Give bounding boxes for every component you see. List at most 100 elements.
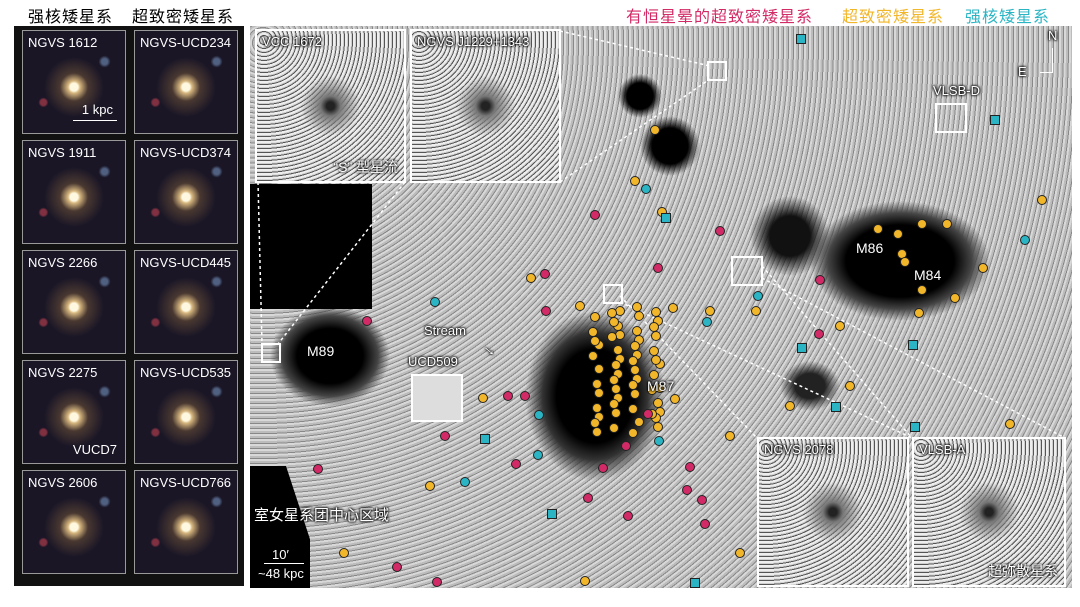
ucd-marker — [607, 332, 617, 342]
thumbnail-panel: NGVS 1612 1 kpc NGVS-UCD234 NGVS 1911 NGVS-U… — [14, 26, 244, 586]
ucd-marker — [628, 404, 638, 414]
ucd-marker — [1037, 195, 1047, 205]
inset-ngvs2078: NGVS 2078 — [757, 437, 909, 587]
nucleated-dwarf-square-marker — [908, 340, 918, 350]
header-ucds: 超致密矮星系 — [132, 7, 235, 26]
thumbnail: NGVS 2266 — [22, 250, 126, 354]
inset-ngvs-j1229: NGVS J1229+1343 — [410, 29, 561, 183]
ucd-marker — [653, 422, 663, 432]
ucd-marker — [339, 548, 349, 558]
nucleated-dwarf-square-marker — [547, 509, 557, 519]
ucd-marker — [609, 375, 619, 385]
ucd-marker — [575, 301, 585, 311]
thumbnail-label: NGVS-UCD445 — [140, 255, 232, 270]
thumbnail: NGVS 2606 — [22, 470, 126, 574]
compass-arrows-icon — [1040, 48, 1053, 73]
ucd-marker — [634, 311, 644, 321]
ucd-marker — [900, 257, 910, 267]
label-m84: M84 — [914, 267, 942, 283]
thumbnail: NGVS 1911 — [22, 140, 126, 244]
ucd-marker — [609, 317, 619, 327]
ucd-marker — [594, 388, 604, 398]
nucleated-dwarf-circle-marker — [533, 450, 543, 460]
ucd-marker — [653, 398, 663, 408]
inset-label: NGVS 2078 — [764, 442, 834, 457]
ucd-marker — [478, 393, 488, 403]
ucd-marker — [785, 401, 795, 411]
thumbnail: NGVS 1612 1 kpc — [22, 30, 126, 134]
ucd-marker — [607, 308, 617, 318]
compass-n: N — [1048, 28, 1058, 43]
nucleated-dwarf-square-marker — [690, 578, 700, 588]
ucd-marker — [632, 302, 642, 312]
ucd-marker — [588, 351, 598, 361]
ucd-marker — [628, 380, 638, 390]
nucleated-dwarf-circle-marker — [534, 410, 544, 420]
ucd-marker — [632, 326, 642, 336]
ucd-with-halo-marker — [598, 463, 608, 473]
thumbnail-label: NGVS 2606 — [28, 475, 98, 490]
inset-sublabel: 超弥散星系 — [988, 563, 1058, 579]
scale-kpc: ~48 kpc — [258, 566, 304, 581]
ucd-marker — [630, 176, 640, 186]
thumbnail-label: NGVS-UCD234 — [140, 35, 232, 50]
thumbnail: NGVS-UCD234 — [134, 30, 238, 134]
nucleated-dwarf-circle-marker — [641, 184, 651, 194]
ucd-with-halo-marker — [392, 562, 402, 572]
ucd-marker — [917, 219, 927, 229]
ucd-marker — [751, 306, 761, 316]
thumbnail-label: NGVS 1612 — [28, 35, 98, 50]
locator-box-vlsb-a — [731, 256, 763, 286]
ucd509-box — [411, 374, 463, 422]
nucleated-dwarf-circle-marker — [654, 436, 664, 446]
inset-vlsb-a: VLSB-A 超弥散星系 — [912, 437, 1066, 587]
ucd-marker — [628, 356, 638, 366]
ucd-marker — [845, 381, 855, 391]
thumbnail-label: NGVS 2266 — [28, 255, 98, 270]
ucd-marker — [630, 365, 640, 375]
label-m86: M86 — [856, 240, 884, 256]
ucd-with-halo-marker — [520, 391, 530, 401]
label-m89: M89 — [307, 343, 335, 359]
nucleated-dwarf-square-marker — [661, 213, 671, 223]
ucd-marker — [588, 327, 598, 337]
scale-bar — [264, 563, 304, 564]
scale-angle: 10′ — [272, 547, 289, 562]
ucd-marker — [611, 360, 621, 370]
thumbnail-sublabel: VUCD7 — [72, 442, 117, 457]
ucd-marker — [611, 384, 621, 394]
nucleated-dwarf-circle-marker — [460, 477, 470, 487]
ucd-with-halo-marker — [814, 329, 824, 339]
ucd-marker — [649, 370, 659, 380]
locator-box-vcc1672 — [261, 343, 281, 363]
ucd-marker — [609, 423, 619, 433]
legend-ucd: 超致密矮星系 — [842, 7, 945, 26]
thumbnail-label: NGVS-UCD535 — [140, 365, 232, 380]
ucd-with-halo-marker — [685, 462, 695, 472]
scale-label: 1 kpc — [81, 102, 113, 117]
scale-bar — [73, 120, 117, 121]
ucd-marker — [613, 345, 623, 355]
ucd-marker — [950, 293, 960, 303]
ucd-with-halo-marker — [700, 519, 710, 529]
legend-nucleated-dwarf: 强核矮星系 — [965, 7, 1051, 26]
ucd-with-halo-marker — [682, 485, 692, 495]
ucd-marker — [590, 336, 600, 346]
ucd-with-halo-marker — [541, 306, 551, 316]
ucd-with-halo-marker — [623, 511, 633, 521]
legend-ucd-with-halo: 有恒星晕的超致密矮星系 — [626, 7, 814, 26]
ucd-with-halo-marker — [440, 431, 450, 441]
inset-label: VLSB-A — [919, 442, 966, 457]
ucd-with-halo-marker — [432, 577, 442, 587]
thumbnail-label: NGVS-UCD374 — [140, 145, 232, 160]
ucd-marker — [893, 229, 903, 239]
ucd-marker — [592, 427, 602, 437]
thumbnail: NGVS-UCD766 — [134, 470, 238, 574]
thumbnail-label: NGVS-UCD766 — [140, 475, 232, 490]
ucd-marker — [668, 303, 678, 313]
inset-label: NGVS J1229+1343 — [417, 34, 530, 49]
thumbnail-label: NGVS 1911 — [28, 145, 97, 160]
virgo-cluster-image: M89 M87 M86 M84 Stream → UCD509 VLSB-D N… — [250, 26, 1072, 588]
ucd-with-halo-marker — [511, 459, 521, 469]
ucd-with-halo-marker — [697, 495, 707, 505]
